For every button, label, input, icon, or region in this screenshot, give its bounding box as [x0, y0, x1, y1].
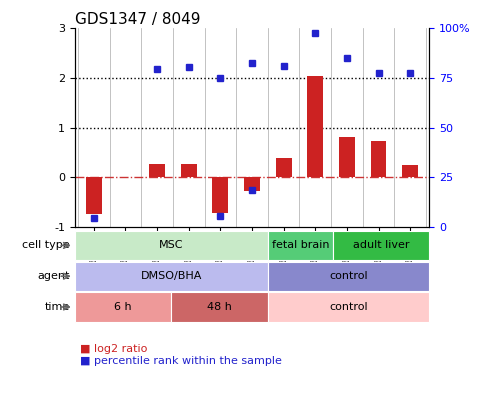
Text: DMSO/BHA: DMSO/BHA — [141, 271, 202, 281]
Text: GDS1347 / 8049: GDS1347 / 8049 — [75, 12, 201, 27]
Text: control: control — [329, 271, 368, 281]
Text: cell type: cell type — [22, 241, 70, 250]
Text: 48 h: 48 h — [208, 302, 232, 312]
Bar — [339, 136, 355, 177]
Text: ■ log2 ratio: ■ log2 ratio — [80, 344, 147, 354]
Bar — [213, 177, 228, 213]
Text: fetal brain: fetal brain — [271, 241, 329, 250]
Bar — [86, 177, 102, 214]
Bar — [149, 164, 165, 177]
Text: time: time — [44, 302, 70, 312]
Bar — [181, 164, 197, 177]
Text: agent: agent — [37, 271, 70, 281]
Bar — [276, 158, 291, 177]
Text: ■ percentile rank within the sample: ■ percentile rank within the sample — [80, 356, 282, 366]
Text: 6 h: 6 h — [114, 302, 132, 312]
Text: adult liver: adult liver — [353, 241, 409, 250]
Bar — [307, 77, 323, 177]
Bar — [371, 141, 386, 177]
Bar — [244, 177, 260, 191]
Text: control: control — [329, 302, 368, 312]
Text: MSC: MSC — [159, 241, 184, 250]
Bar — [402, 165, 418, 177]
